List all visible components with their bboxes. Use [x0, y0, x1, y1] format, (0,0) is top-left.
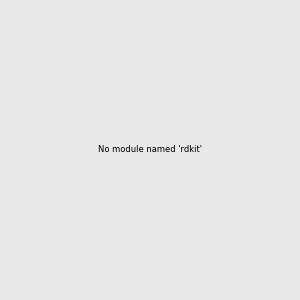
Text: No module named 'rdkit': No module named 'rdkit' — [98, 146, 202, 154]
